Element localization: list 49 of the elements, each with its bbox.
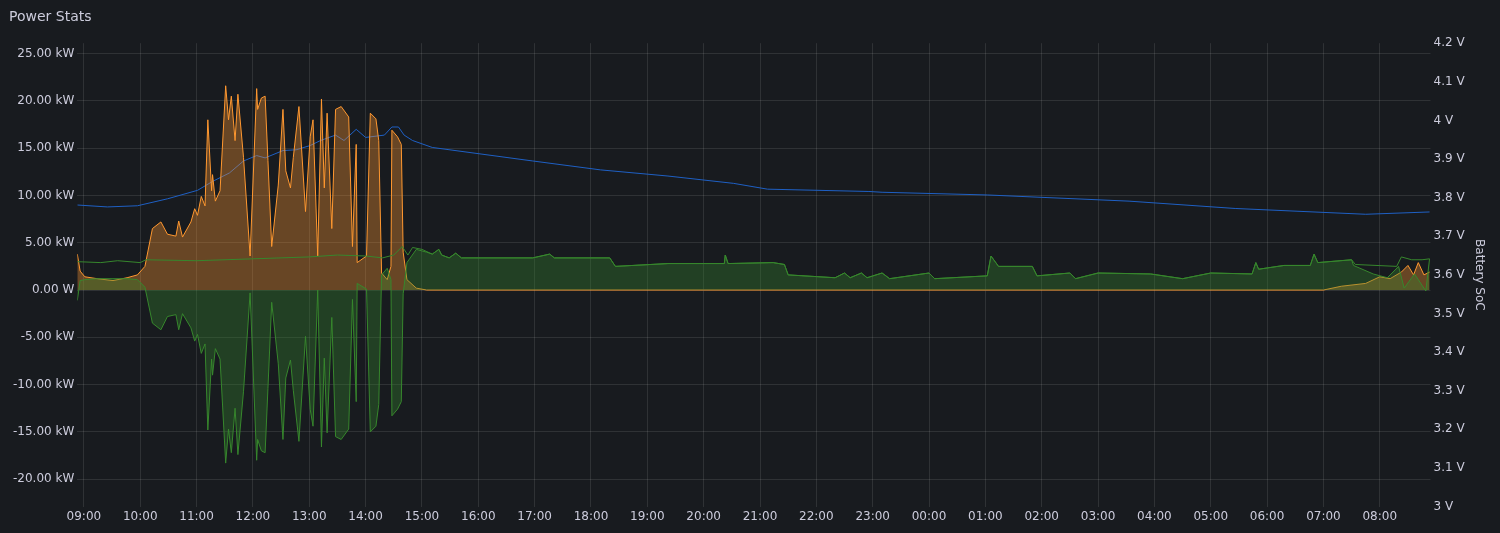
x-tick-label: 04:00 bbox=[1137, 508, 1172, 523]
y2-tick-label: 3.8 V bbox=[1433, 189, 1466, 204]
x-tick-label: 19:00 bbox=[630, 508, 665, 523]
x-tick-label: 17:00 bbox=[517, 508, 552, 523]
y-tick-label: 10.00 kW bbox=[17, 187, 75, 202]
x-tick-label: 15:00 bbox=[404, 508, 440, 523]
x-tick-label: 12:00 bbox=[235, 508, 271, 523]
y-tick-label: -5.00 kW bbox=[20, 329, 75, 344]
chart-title: Power Stats bbox=[9, 8, 92, 24]
x-tick-label: 13:00 bbox=[291, 508, 327, 523]
y-tick-label: 25.00 kW bbox=[17, 45, 75, 60]
x-tick-label: 11:00 bbox=[179, 508, 214, 523]
x-tick-label: 02:00 bbox=[1024, 508, 1060, 523]
x-tick-label: 08:00 bbox=[1362, 508, 1398, 523]
y2-tick-label: 3.5 V bbox=[1433, 305, 1466, 320]
y2-tick-label: 3.6 V bbox=[1433, 267, 1466, 282]
x-tick-label: 14:00 bbox=[348, 508, 383, 523]
y-tick-label: 0.00 W bbox=[31, 282, 75, 297]
y2-tick-label: 3.7 V bbox=[1433, 228, 1466, 243]
y2-tick-label: 3.3 V bbox=[1433, 382, 1466, 397]
x-tick-label: 20:00 bbox=[686, 508, 721, 523]
y-tick-label: -20.00 kW bbox=[13, 471, 75, 486]
x-tick-label: 07:00 bbox=[1306, 508, 1341, 523]
y2-tick-label: 4 V bbox=[1433, 112, 1454, 127]
x-tick-label: 00:00 bbox=[911, 508, 947, 523]
y2-tick-label: 3.4 V bbox=[1433, 344, 1466, 359]
y-tick-label: 5.00 kW bbox=[24, 234, 75, 249]
y-tick-label: 20.00 kW bbox=[17, 93, 75, 108]
y2-tick-label: 3.2 V bbox=[1433, 421, 1466, 436]
y2-tick-label: 4.1 V bbox=[1433, 73, 1466, 88]
y-tick-label: -10.00 kW bbox=[13, 376, 75, 391]
x-tick-label: 03:00 bbox=[1080, 508, 1116, 523]
y2-tick-label: 3 V bbox=[1433, 498, 1454, 513]
x-tick-label: 21:00 bbox=[742, 508, 778, 523]
x-tick-label: 16:00 bbox=[460, 508, 496, 523]
y-tick-label: -15.00 kW bbox=[13, 424, 75, 439]
y2-tick-label: 3.9 V bbox=[1433, 151, 1466, 166]
x-tick-label: 22:00 bbox=[799, 508, 834, 523]
y2-tick-label: 3.1 V bbox=[1433, 460, 1466, 475]
y2-tick-label: 4.2 V bbox=[1433, 35, 1466, 50]
x-tick-label: 05:00 bbox=[1193, 508, 1229, 523]
x-tick-label: 23:00 bbox=[855, 508, 890, 523]
x-tick-label: 09:00 bbox=[66, 508, 102, 523]
x-tick-label: 01:00 bbox=[968, 508, 1003, 523]
x-tick-label: 10:00 bbox=[122, 508, 158, 523]
x-tick-label: 06:00 bbox=[1249, 508, 1285, 523]
y-tick-label: 15.00 kW bbox=[17, 140, 75, 155]
y2-axis-title: Battery SoC bbox=[1472, 239, 1487, 311]
x-tick-label: 18:00 bbox=[573, 508, 609, 523]
